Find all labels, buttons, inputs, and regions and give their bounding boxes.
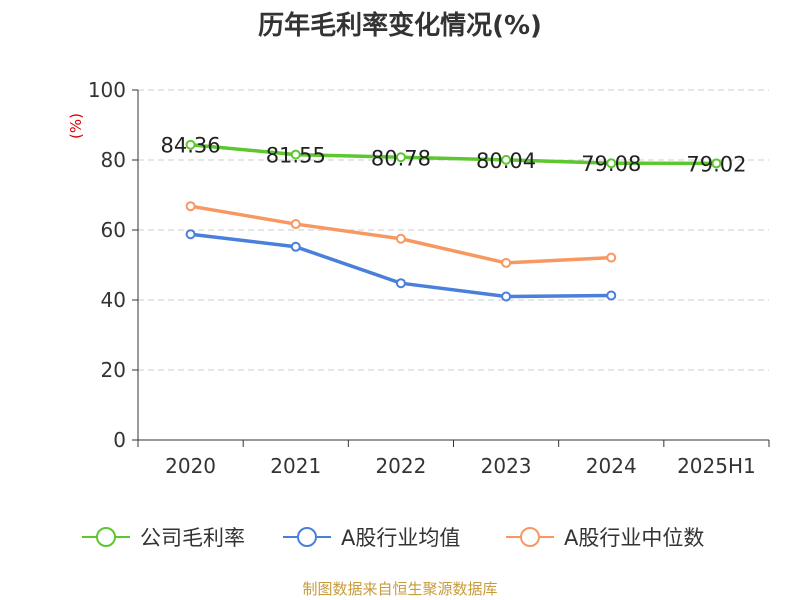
series-2-point [501, 257, 512, 268]
legend-item[interactable]: A股行业均值 [283, 526, 460, 550]
y-tick-label: 20 [101, 358, 126, 382]
series-1-point [501, 291, 512, 302]
x-axis-ticks: 2020 2021 2022 2023 2024 2025H1 [137, 440, 770, 478]
legend-label: 公司毛利率 [140, 526, 245, 550]
series-1-point [395, 278, 406, 289]
legend-item[interactable]: 公司毛利率 [82, 526, 245, 550]
series-1-point [606, 290, 617, 301]
legend: 公司毛利率 A股行业均值 A股行业中位数 [82, 526, 704, 550]
series-1-point [185, 229, 196, 240]
series-0-line [190, 142, 717, 166]
x-tick-label: 2022 [375, 454, 426, 478]
series-0-point [501, 154, 512, 165]
y-axis-label: (%) [67, 113, 85, 139]
series-0-point [711, 158, 722, 169]
data-label: 80.78 [371, 146, 431, 170]
data-label: 80.04 [476, 149, 536, 173]
series-0-point [185, 139, 196, 150]
y-tick-label: 60 [101, 218, 126, 242]
series-0-point [290, 149, 301, 160]
series-2-point [606, 252, 617, 263]
y-tick-label: 40 [101, 288, 126, 312]
y-tick-label: 80 [101, 148, 126, 172]
x-tick-label: 2024 [586, 454, 637, 478]
series-2-point [185, 201, 196, 212]
data-label: 79.08 [581, 152, 641, 176]
series-1-point [290, 241, 301, 252]
data-label: 84.36 [161, 134, 221, 158]
grid [138, 89, 769, 371]
data-label: 81.55 [266, 144, 326, 168]
data-labels: 84.36 81.55 80.78 80.04 79.08 79.02 [161, 134, 747, 177]
x-tick-label: 2025H1 [677, 454, 756, 478]
x-tick-label: 2020 [165, 454, 216, 478]
series-lines [185, 139, 722, 302]
series-0-point [395, 152, 406, 163]
legend-label: A股行业均值 [341, 526, 460, 550]
axes [137, 90, 769, 441]
legend-swatch-marker [520, 527, 540, 547]
y-tick-label: 0 [113, 428, 126, 452]
x-tick-label: 2021 [270, 454, 321, 478]
source-footer: 制图数据来自恒生聚源数据库 [302, 580, 497, 598]
legend-swatch-marker [297, 527, 317, 547]
legend-label: A股行业中位数 [564, 526, 704, 550]
legend-item[interactable]: A股行业中位数 [506, 526, 704, 550]
series-2-point [290, 219, 301, 230]
y-tick-label: 100 [88, 78, 126, 102]
data-label: 79.02 [686, 152, 746, 176]
x-tick-label: 2023 [481, 454, 532, 478]
series-0-point [606, 158, 617, 169]
legend-swatch-marker [96, 527, 116, 547]
y-axis-ticks: 0 20 40 60 80 100 [88, 78, 138, 452]
series-2-point [395, 233, 406, 244]
chart-title: 历年毛利率变化情况(%) [258, 10, 542, 41]
